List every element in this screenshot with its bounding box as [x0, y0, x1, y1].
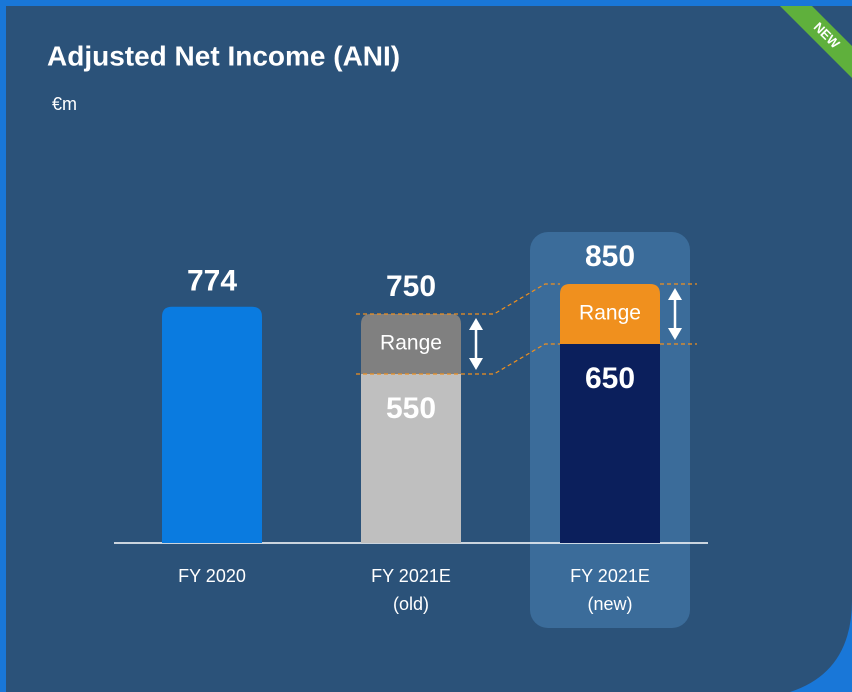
- value-label: 774: [187, 265, 237, 298]
- bar: [560, 344, 660, 543]
- value-label: 550: [386, 392, 436, 425]
- unit: €m: [52, 94, 77, 114]
- arrow-head: [469, 318, 483, 330]
- badge-ribbon: [780, 6, 852, 78]
- x-tick-label: FY 2021E: [371, 566, 451, 586]
- chart-title: Adjusted Net Income (ANI): [47, 40, 400, 71]
- arrow-head: [668, 288, 682, 300]
- arrow-head: [469, 358, 483, 370]
- arrow-head: [668, 328, 682, 340]
- bar: [162, 306, 262, 543]
- range-high-label: 850: [585, 240, 635, 273]
- range-label: Range: [579, 302, 641, 325]
- guide-line: [356, 343, 560, 375]
- guide-line: [356, 283, 560, 315]
- x-tick-label: (old): [393, 594, 429, 614]
- range-segment: [560, 284, 660, 344]
- value-label: 650: [585, 362, 635, 395]
- x-tick-label: FY 2021E: [570, 566, 650, 586]
- range-segment: [361, 314, 461, 374]
- bar: [361, 374, 461, 543]
- x-tick-label: (new): [587, 594, 632, 614]
- range-label: Range: [380, 332, 442, 355]
- x-tick-label: FY 2020: [178, 566, 246, 586]
- range-high-label: 750: [386, 270, 436, 303]
